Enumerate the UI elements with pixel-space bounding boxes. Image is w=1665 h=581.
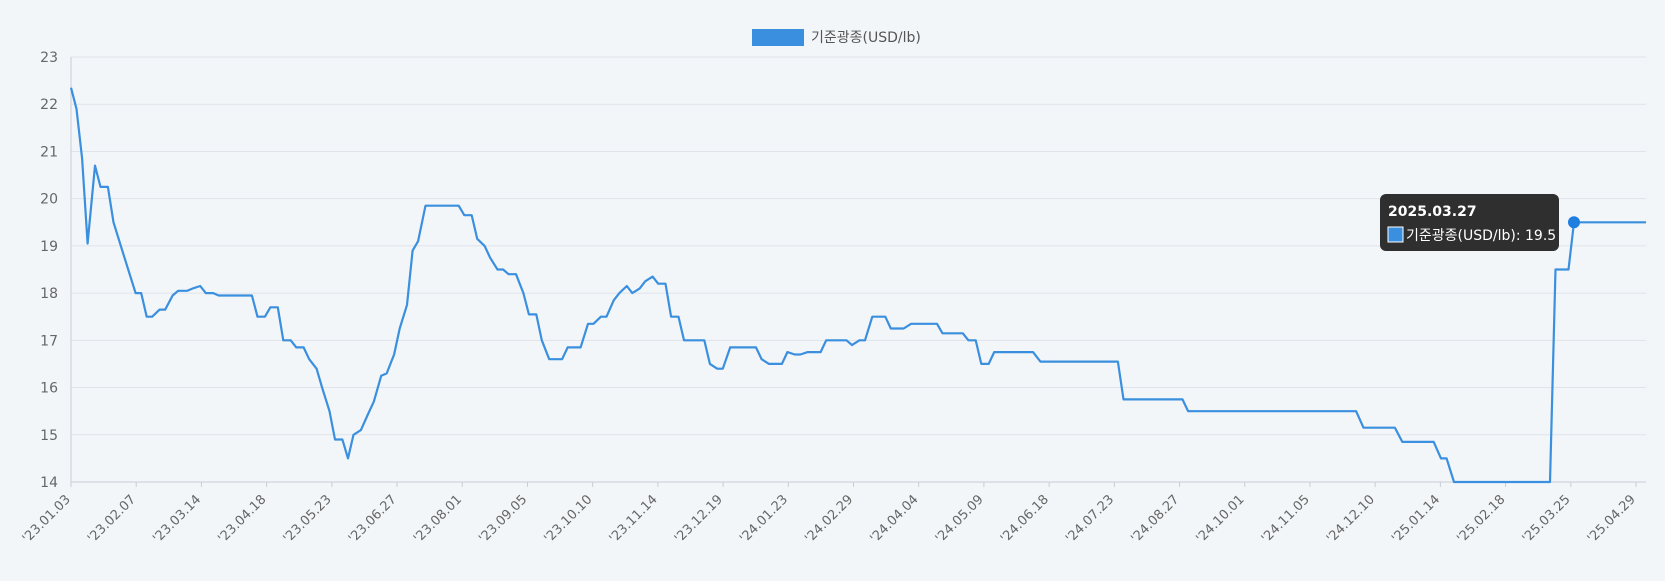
x-tick-label: '24.10.01 bbox=[1194, 492, 1248, 546]
y-axis-ticks: 14 15 16 17 18 19 20 21 22 23 bbox=[40, 50, 58, 491]
legend[interactable]: 기준광종(USD/lb) bbox=[752, 29, 921, 46]
x-tick-label: '24.11.05 bbox=[1259, 492, 1313, 546]
x-tick-label: '24.12.10 bbox=[1324, 492, 1378, 546]
grid-lines bbox=[71, 56, 1646, 483]
y-tick-label: 19 bbox=[40, 239, 58, 255]
tooltip-swatch bbox=[1387, 226, 1404, 243]
highlighted-data-point[interactable] bbox=[1567, 216, 1580, 229]
x-tick-label: '23.08.01 bbox=[411, 492, 465, 546]
x-tick-label: '25.04.29 bbox=[1585, 492, 1639, 546]
x-tick-label: '23.02.07 bbox=[85, 492, 139, 546]
x-tick-label: '24.04.04 bbox=[867, 492, 921, 546]
tooltip: 2025.03.27 기준광종(USD/lb): 19.5 bbox=[1380, 194, 1559, 251]
series-line bbox=[69, 87, 1646, 484]
x-tick-label: '24.07.23 bbox=[1063, 492, 1117, 546]
x-tick-label: '23.05.23 bbox=[281, 492, 335, 546]
y-tick-label: 23 bbox=[40, 50, 58, 66]
x-tick-label: '25.01.14 bbox=[1389, 492, 1443, 546]
tooltip-date: 2025.03.27 bbox=[1388, 204, 1477, 220]
x-tick-label: '23.12.19 bbox=[672, 492, 726, 546]
x-tick-label: '23.04.18 bbox=[215, 492, 269, 546]
x-tick-label: '25.02.18 bbox=[1454, 492, 1508, 546]
x-tick-label: '24.01.23 bbox=[737, 492, 791, 546]
y-tick-label: 16 bbox=[40, 381, 58, 397]
x-tick-label: '24.02.29 bbox=[802, 492, 856, 546]
x-tick-label: '23.10.10 bbox=[541, 492, 595, 546]
x-axis-ticks: '23.01.03'23.02.07'23.03.14'23.04.18'23.… bbox=[20, 482, 1639, 546]
y-tick-label: 15 bbox=[40, 428, 58, 444]
x-tick-label: '23.01.03 bbox=[20, 492, 74, 546]
y-tick-label: 20 bbox=[40, 192, 58, 208]
x-tick-label: '24.05.09 bbox=[933, 492, 987, 546]
x-tick-label: '24.06.18 bbox=[998, 492, 1052, 546]
y-tick-label: 18 bbox=[40, 286, 58, 302]
y-tick-label: 22 bbox=[40, 97, 58, 113]
y-tick-label: 14 bbox=[40, 475, 58, 491]
y-tick-label: 21 bbox=[40, 144, 58, 160]
x-tick-label: '23.09.05 bbox=[476, 492, 530, 546]
legend-label: 기준광종(USD/lb) bbox=[811, 30, 921, 46]
x-tick-label: '23.06.27 bbox=[346, 492, 400, 546]
x-tick-label: '23.11.14 bbox=[607, 492, 661, 546]
tooltip-value: 기준광종(USD/lb): 19.5 bbox=[1406, 228, 1556, 244]
x-tick-label: '23.03.14 bbox=[150, 492, 204, 546]
x-tick-label: '25.03.25 bbox=[1520, 492, 1574, 546]
y-tick-label: 17 bbox=[40, 333, 58, 349]
tooltip-box bbox=[1380, 194, 1559, 251]
x-tick-label: '24.08.27 bbox=[1128, 492, 1182, 546]
legend-swatch bbox=[752, 29, 804, 46]
